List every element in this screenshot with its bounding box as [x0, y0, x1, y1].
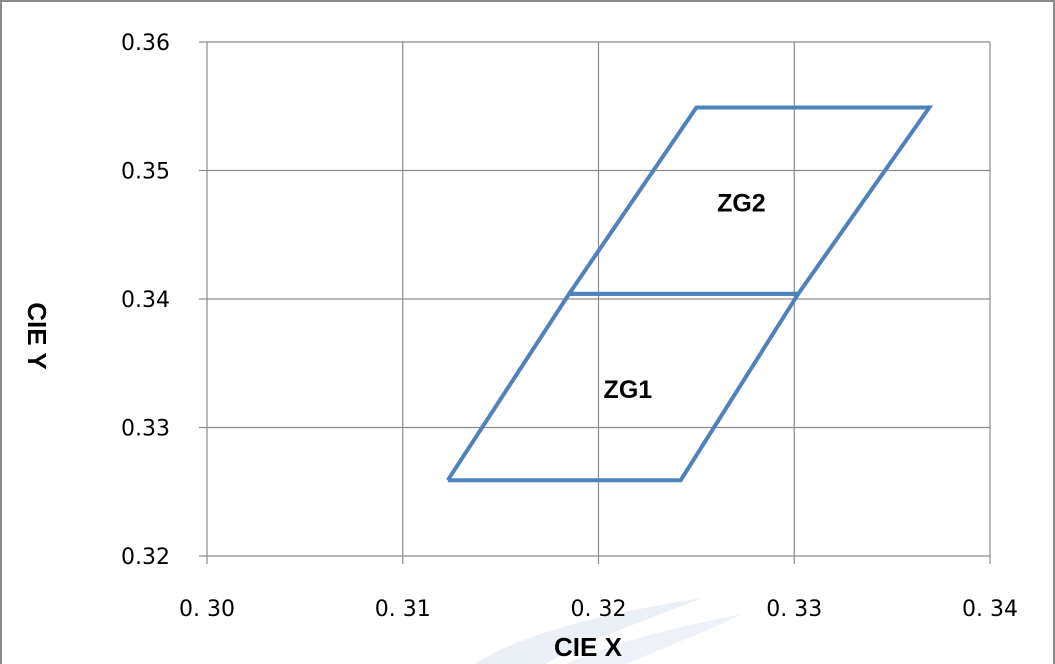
y-axis-title: CIE Y	[22, 302, 52, 369]
grid-lines	[206, 41, 991, 557]
region-label-zg1: ZG1	[604, 376, 653, 404]
x-tick-label: 0. 30	[179, 597, 235, 622]
x-tick-label: 0. 33	[766, 597, 822, 622]
x-tick-label: 0. 31	[375, 597, 431, 622]
region-label-zg2: ZG2	[717, 190, 766, 218]
y-tick-label: 0.36	[121, 31, 170, 56]
x-tick-label: 0. 34	[962, 597, 1018, 622]
y-tick-label: 0.34	[121, 288, 170, 313]
x-tick-label: 0. 32	[571, 597, 627, 622]
x-axis-title: CIE X	[554, 632, 623, 662]
axes: 0.32 0.33 0.34 0.35 0.36 0. 30 0. 31 0. 32 0. 33…	[121, 31, 1018, 622]
series-zg2-outline	[567, 105, 934, 296]
y-tick-label: 0.35	[121, 160, 170, 185]
labels: CIE X CIE Y ZG1 ZG2	[22, 190, 766, 662]
series-layer	[446, 105, 934, 483]
watermark-swoosh-graphic	[475, 598, 742, 664]
y-tick-label: 0.32	[121, 545, 170, 570]
y-tick-label: 0.33	[121, 417, 170, 442]
